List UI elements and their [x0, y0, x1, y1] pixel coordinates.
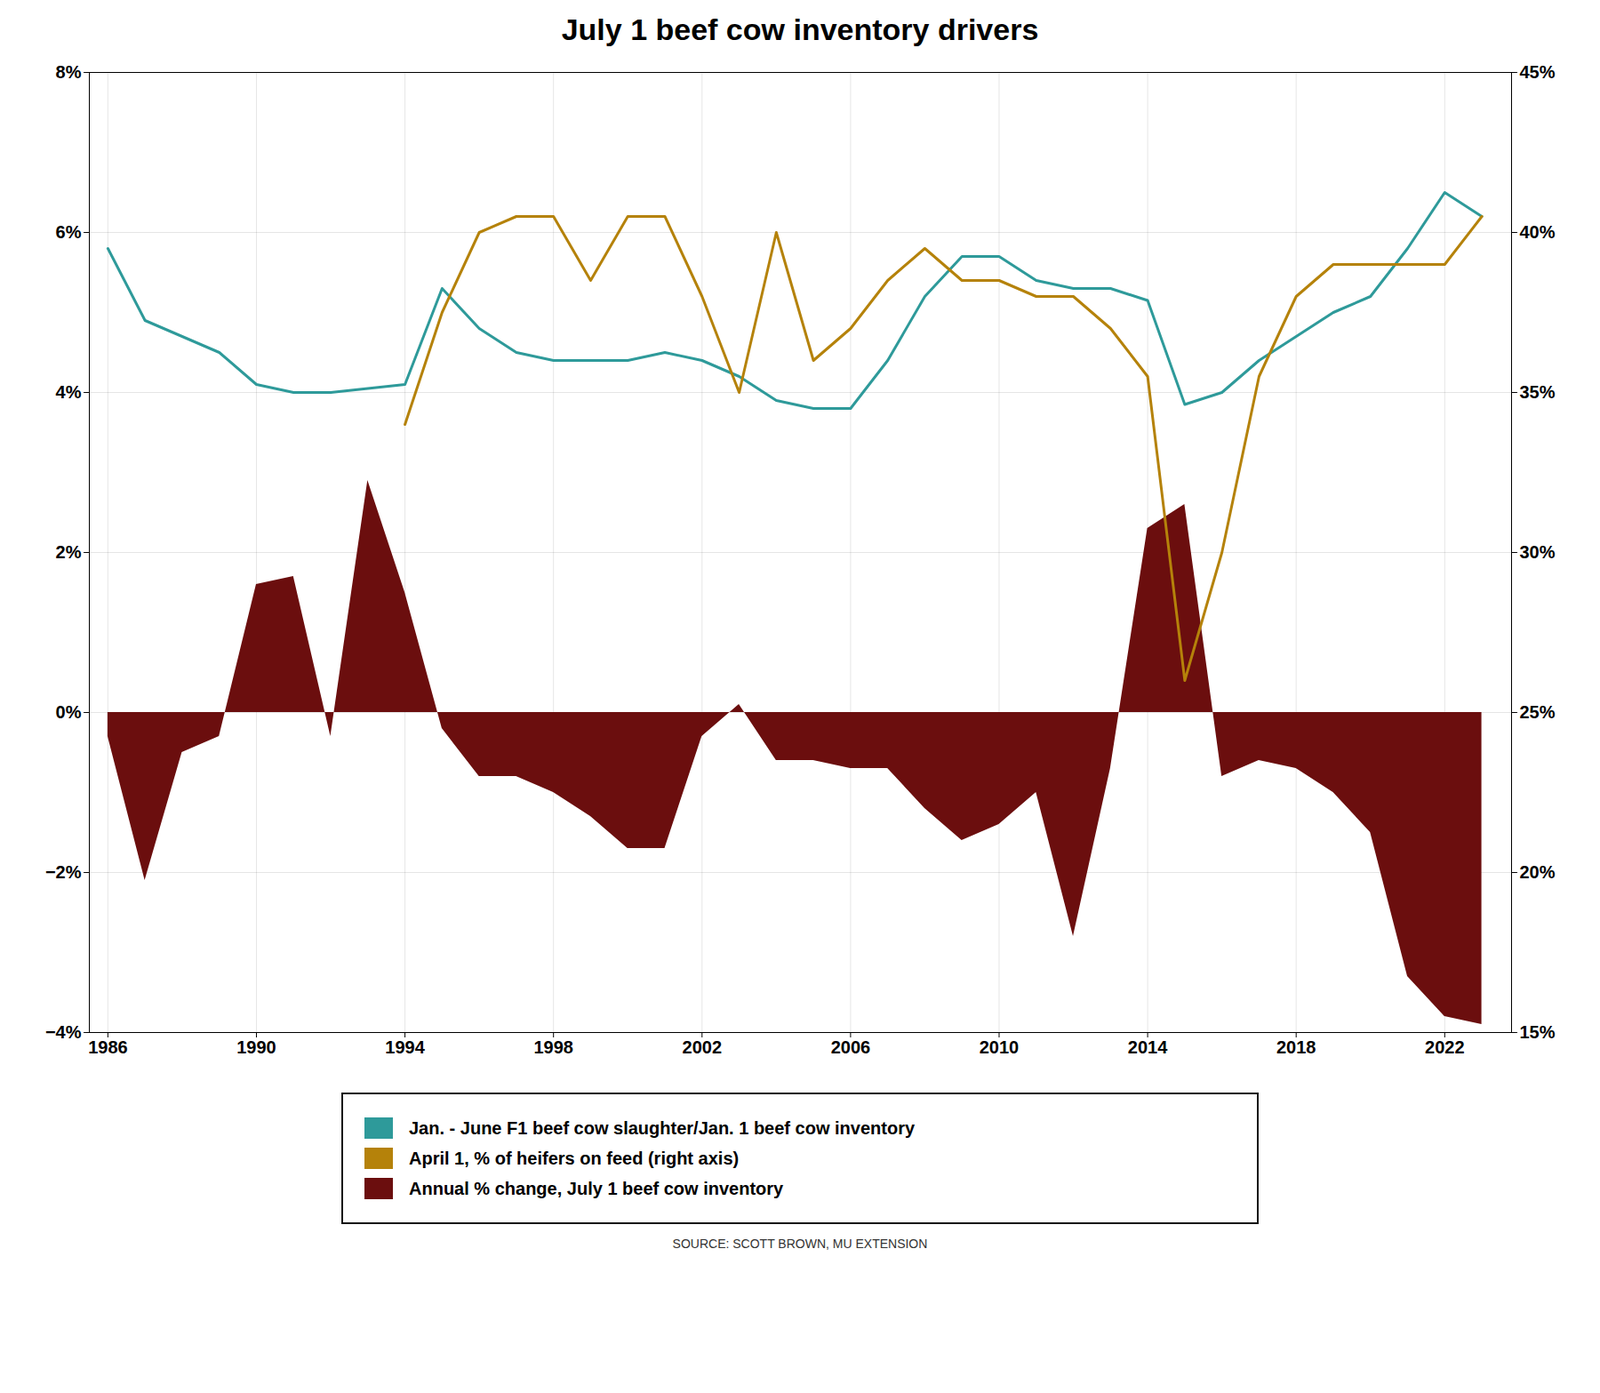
svg-text:25%: 25%: [1520, 702, 1556, 722]
svg-text:20%: 20%: [1520, 862, 1556, 882]
html-text:Jan. - June F1 beef cow slaugh: Jan. - June F1 beef cow slaughter/Jan. 1…: [408, 1117, 915, 1138]
svg-text:2006: 2006: [831, 1037, 872, 1057]
svg-text:0%: 0%: [56, 702, 82, 722]
svg-text:35%: 35%: [1520, 382, 1556, 402]
svg-text:1994: 1994: [384, 1037, 425, 1057]
svg-text:−2%: −2%: [45, 862, 82, 882]
svg-text:1990: 1990: [236, 1037, 277, 1057]
svg-text:2010: 2010: [979, 1037, 1020, 1057]
svg-text:2002: 2002: [682, 1037, 723, 1057]
svg-text:1986: 1986: [88, 1037, 128, 1057]
svg-text:2022: 2022: [1424, 1037, 1465, 1057]
svg-text:6%: 6%: [56, 222, 82, 242]
svg-text:8%: 8%: [56, 62, 82, 82]
svg-text:15%: 15%: [1520, 1022, 1556, 1042]
svg-text:45%: 45%: [1520, 62, 1556, 82]
svg-text:30%: 30%: [1520, 542, 1556, 562]
svg-text:4%: 4%: [56, 382, 82, 402]
html-text:April 1, % of heifers on feed: April 1, % of heifers on feed (right axi…: [408, 1148, 739, 1168]
html-text:Annual % change, July 1 beef c: Annual % change, July 1 beef cow invento…: [408, 1178, 784, 1198]
svg-text:1998: 1998: [533, 1037, 574, 1057]
svg-text:−4%: −4%: [45, 1022, 82, 1042]
html-text:July 1 beef cow inventory driv: July 1 beef cow inventory drivers: [561, 12, 1039, 47]
svg-text:2%: 2%: [56, 542, 82, 562]
svg-text:2018: 2018: [1276, 1037, 1317, 1057]
html-text:SOURCE: SCOTT BROWN, MU EXTENS: SOURCE: SCOTT BROWN, MU EXTENSION: [672, 1236, 928, 1251]
svg-text:2014: 2014: [1128, 1037, 1168, 1057]
svg-text:40%: 40%: [1520, 222, 1556, 242]
